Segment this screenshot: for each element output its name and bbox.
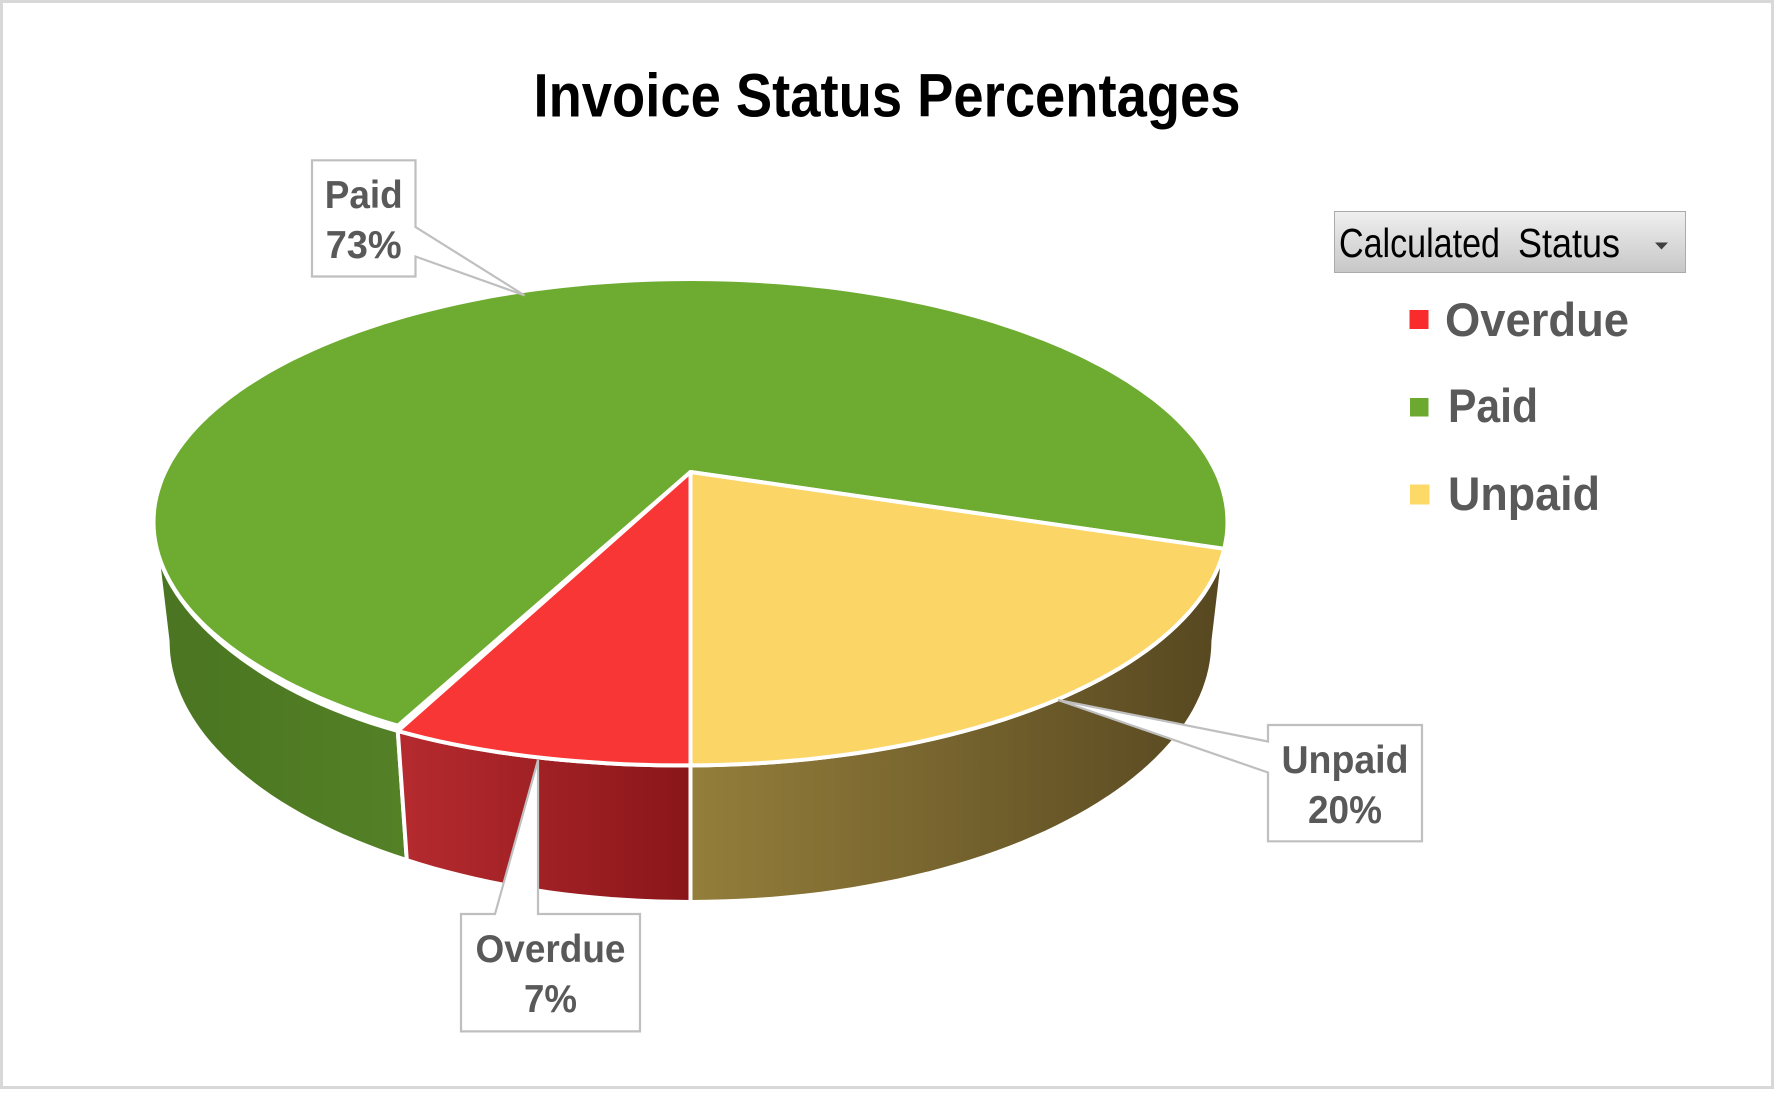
svg-text:Overdue: Overdue [476,928,626,971]
svg-text:Paid: Paid [325,174,403,217]
svg-text:Calculated: Calculated [1339,220,1500,266]
svg-text:73%: 73% [326,224,402,267]
svg-text:Unpaid: Unpaid [1282,739,1409,782]
svg-text:Paid: Paid [1448,379,1538,432]
svg-text:20%: 20% [1308,789,1382,832]
svg-text:Status: Status [1518,220,1620,266]
svg-text:Unpaid: Unpaid [1448,467,1600,520]
svg-text:Invoice Status Percentages: Invoice Status Percentages [534,62,1241,130]
svg-text:Overdue: Overdue [1445,293,1629,346]
svg-text:7%: 7% [524,978,577,1021]
